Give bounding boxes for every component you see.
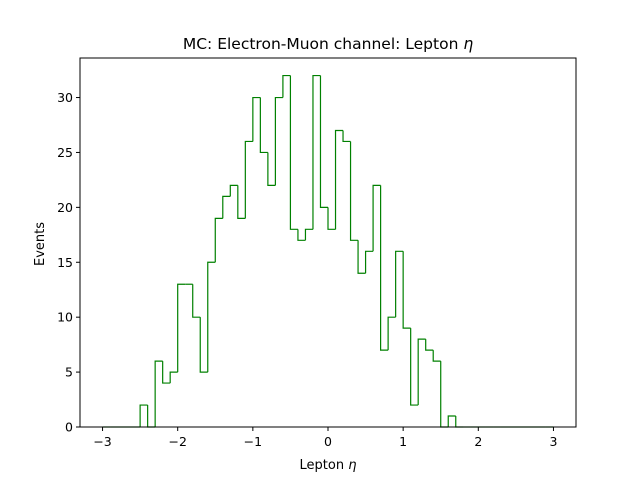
x-axis-label: Lepton η [300, 458, 357, 473]
histogram-bin [380, 185, 389, 351]
histogram-bin [349, 141, 359, 241]
x-tick-label: 0 [324, 434, 332, 449]
plot-area [102, 74, 554, 428]
histogram-bin [154, 360, 163, 427]
x-tick-label: −2 [168, 434, 186, 449]
histogram-bin [402, 251, 411, 329]
x-tick-label: 3 [549, 434, 557, 449]
histogram-bin [259, 97, 268, 154]
histogram-bin [274, 96, 283, 186]
histogram-bin [410, 328, 419, 406]
histogram-bin [364, 250, 374, 274]
histogram-bin [237, 185, 246, 219]
histogram-bin [162, 361, 171, 384]
x-tick-label: −3 [93, 434, 111, 449]
histogram-bin [267, 152, 276, 186]
histogram-bin [282, 74, 291, 98]
histogram-bin [252, 96, 261, 142]
histogram-bin [199, 317, 208, 373]
y-tick-label: 0 [65, 420, 73, 435]
histogram-bin [327, 207, 336, 230]
histogram-bin [417, 338, 426, 406]
histogram-bin [357, 240, 366, 274]
histogram-bin [425, 339, 434, 351]
histogram-bin [372, 184, 381, 252]
y-tick-label: 20 [57, 200, 73, 215]
histogram-bin [312, 74, 321, 230]
histogram-bin [229, 184, 238, 197]
y-tick-label: 5 [65, 365, 73, 380]
labels: MC: Electron-Muon channel: Lepton η Lept… [33, 35, 473, 473]
histogram-bin [319, 75, 328, 208]
x-tick-label: −1 [244, 434, 262, 449]
histogram-bin [169, 371, 178, 384]
histogram-bin [177, 283, 186, 373]
histogram-bin [432, 350, 441, 362]
histogram-bin [342, 130, 351, 143]
y-tick-label: 30 [57, 90, 73, 105]
histogram-bin [214, 217, 223, 263]
histogram-bin [289, 75, 298, 230]
y-axis-label: Events [33, 222, 48, 266]
histogram-bin [207, 261, 216, 373]
histogram-bin [139, 404, 148, 427]
histogram-bin [297, 229, 306, 241]
histogram-bin [222, 195, 231, 219]
histogram-bin [304, 228, 313, 241]
x-tick-label: 2 [474, 434, 482, 449]
x-tick-label: 1 [399, 434, 407, 449]
y-tick-label: 25 [57, 145, 73, 160]
histogram-bin [244, 140, 253, 219]
histogram-bin [192, 284, 201, 318]
histogram-bin [447, 415, 456, 427]
histogram-bin [395, 250, 404, 318]
y-tick-label: 15 [57, 255, 73, 270]
y-tick-label: 10 [57, 310, 73, 325]
chart-title: MC: Electron-Muon channel: Lepton η [183, 35, 473, 53]
histogram-bin [387, 316, 396, 351]
histogram-bin [334, 129, 344, 230]
